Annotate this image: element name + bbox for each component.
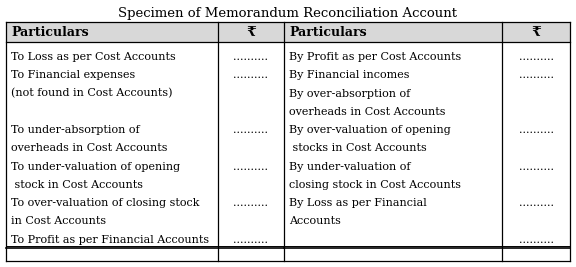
Text: By over-valuation of opening: By over-valuation of opening — [289, 125, 451, 135]
Text: To Profit as per Financial Accounts: To Profit as per Financial Accounts — [11, 235, 209, 245]
Text: overheads in Cost Accounts: overheads in Cost Accounts — [11, 143, 168, 153]
Text: ..........: .......... — [518, 198, 554, 208]
Text: ..........: .......... — [518, 125, 554, 135]
Text: in Cost Accounts: in Cost Accounts — [11, 217, 106, 226]
Text: Particulars: Particulars — [11, 26, 89, 38]
Text: ..........: .......... — [233, 125, 268, 135]
Text: By Profit as per Cost Accounts: By Profit as per Cost Accounts — [289, 52, 461, 62]
Text: Particulars: Particulars — [289, 26, 367, 38]
Text: ..........: .......... — [518, 70, 554, 80]
Text: ..........: .......... — [233, 162, 268, 172]
Text: ₹: ₹ — [531, 25, 541, 39]
Text: ..........: .......... — [518, 162, 554, 172]
Bar — [284, 22, 570, 42]
Text: stock in Cost Accounts: stock in Cost Accounts — [11, 180, 143, 190]
Text: Specimen of Memorandum Reconciliation Account: Specimen of Memorandum Reconciliation Ac… — [119, 7, 457, 20]
Text: To Financial expenses: To Financial expenses — [11, 70, 135, 80]
Text: closing stock in Cost Accounts: closing stock in Cost Accounts — [289, 180, 461, 190]
Bar — [6, 22, 284, 42]
Text: To over-valuation of closing stock: To over-valuation of closing stock — [11, 198, 199, 208]
Text: ..........: .......... — [518, 235, 554, 245]
Text: ..........: .......... — [233, 198, 268, 208]
Text: ..........: .......... — [233, 235, 268, 245]
Text: ..........: .......... — [233, 52, 268, 62]
Text: To under-absorption of: To under-absorption of — [11, 125, 139, 135]
Text: ..........: .......... — [233, 70, 268, 80]
Text: ..........: .......... — [518, 52, 554, 62]
Text: stocks in Cost Accounts: stocks in Cost Accounts — [289, 143, 427, 153]
Text: Accounts: Accounts — [289, 217, 341, 226]
Text: By over-absorption of: By over-absorption of — [289, 88, 410, 99]
Text: (not found in Cost Accounts): (not found in Cost Accounts) — [11, 88, 172, 99]
Text: overheads in Cost Accounts: overheads in Cost Accounts — [289, 107, 445, 117]
Text: To under-valuation of opening: To under-valuation of opening — [11, 162, 180, 172]
Text: By Loss as per Financial: By Loss as per Financial — [289, 198, 427, 208]
Text: To Loss as per Cost Accounts: To Loss as per Cost Accounts — [11, 52, 176, 62]
Bar — [6, 42, 570, 261]
Text: By Financial incomes: By Financial incomes — [289, 70, 410, 80]
Text: ₹: ₹ — [246, 25, 256, 39]
Text: By under-valuation of: By under-valuation of — [289, 162, 411, 172]
